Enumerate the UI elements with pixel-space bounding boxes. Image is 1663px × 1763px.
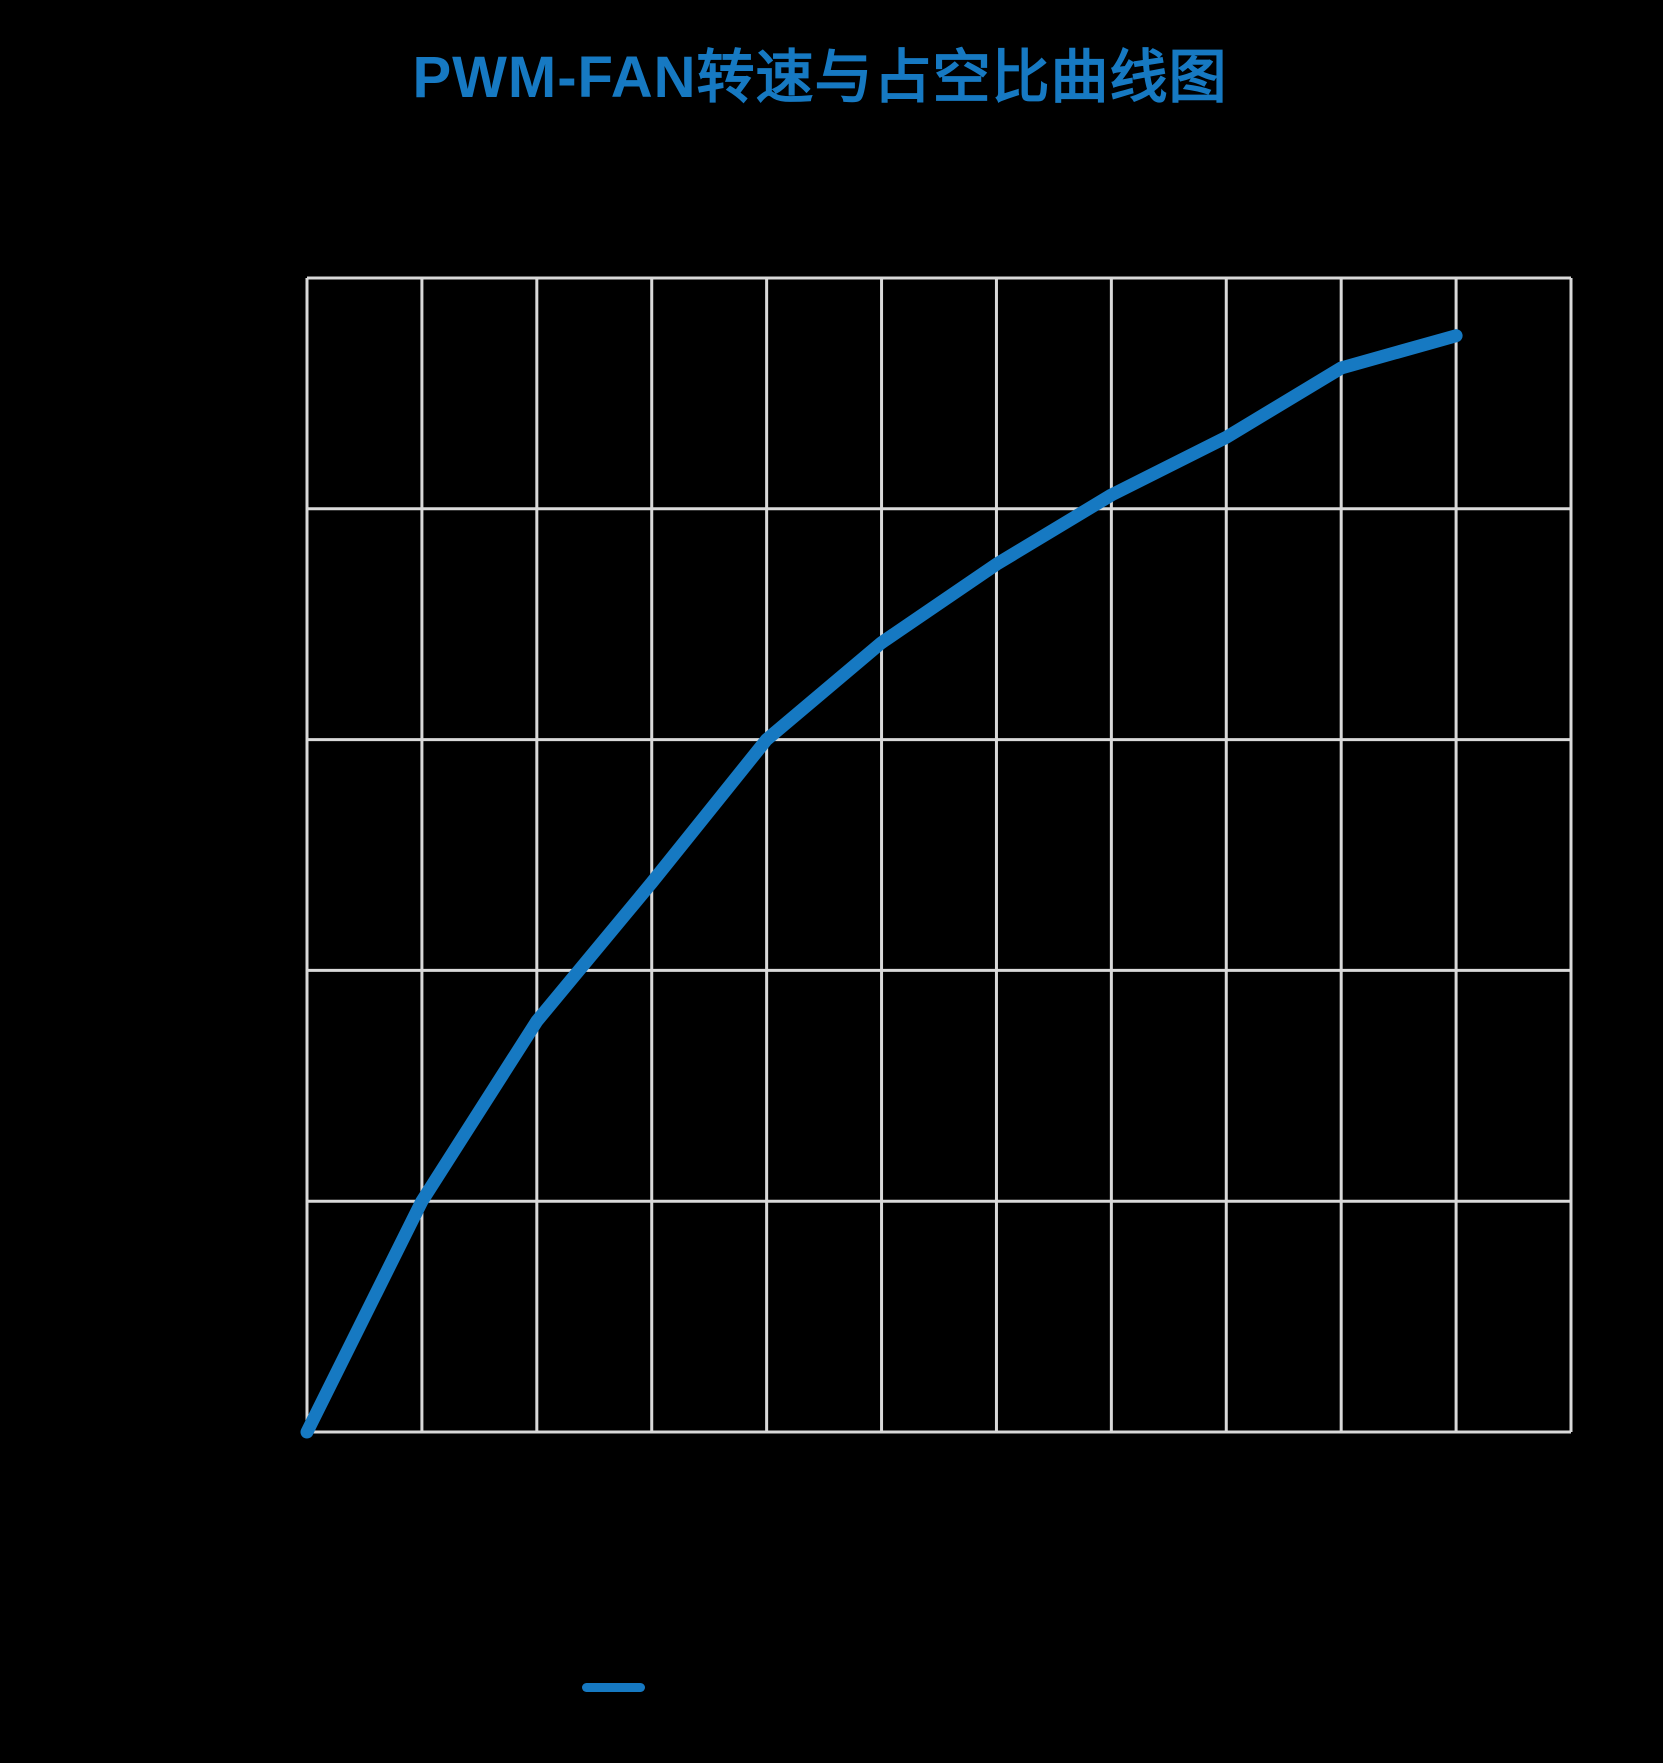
legend-item-series[interactable]: [582, 1683, 645, 1692]
grid-lines: [305, 276, 1573, 1434]
chart-title: PWM-FAN转速与占空比曲线图: [412, 45, 1228, 110]
fan-speed-series: [300, 329, 1463, 1439]
fan-speed-series-line[interactable]: [300, 329, 1463, 1439]
legend-line-icon: [582, 1683, 645, 1692]
